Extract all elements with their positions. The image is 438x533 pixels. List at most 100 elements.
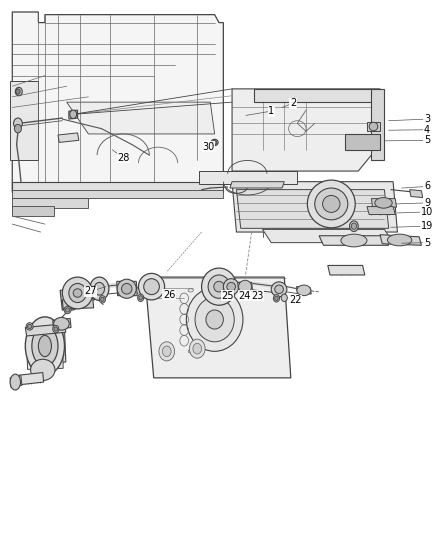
Ellipse shape <box>239 280 252 293</box>
Polygon shape <box>12 190 223 198</box>
Ellipse shape <box>94 282 105 295</box>
Ellipse shape <box>15 87 22 96</box>
Polygon shape <box>254 89 380 102</box>
Polygon shape <box>10 81 39 160</box>
Ellipse shape <box>341 234 367 247</box>
Ellipse shape <box>350 221 358 231</box>
Ellipse shape <box>139 296 142 300</box>
Text: 24: 24 <box>238 290 251 301</box>
Ellipse shape <box>53 317 69 330</box>
Ellipse shape <box>39 335 51 357</box>
Polygon shape <box>69 110 78 119</box>
Polygon shape <box>53 318 71 329</box>
Ellipse shape <box>99 296 106 303</box>
Text: 4: 4 <box>424 125 430 135</box>
Ellipse shape <box>208 275 230 298</box>
Text: 3: 3 <box>424 114 430 124</box>
Polygon shape <box>319 236 389 245</box>
Polygon shape <box>237 190 389 228</box>
Text: 10: 10 <box>421 207 433 217</box>
Ellipse shape <box>201 268 237 305</box>
Polygon shape <box>25 324 66 336</box>
Text: 30: 30 <box>202 142 214 152</box>
Ellipse shape <box>90 277 109 301</box>
Ellipse shape <box>189 339 205 358</box>
Text: 9: 9 <box>424 198 430 208</box>
Ellipse shape <box>351 223 357 229</box>
Ellipse shape <box>14 124 21 133</box>
Ellipse shape <box>211 139 218 146</box>
Polygon shape <box>62 298 94 309</box>
Polygon shape <box>371 199 396 207</box>
Text: 5: 5 <box>424 135 430 146</box>
Ellipse shape <box>101 297 104 302</box>
Ellipse shape <box>117 279 136 298</box>
Ellipse shape <box>214 281 224 292</box>
Ellipse shape <box>375 198 392 208</box>
Polygon shape <box>328 265 365 275</box>
Polygon shape <box>199 171 297 184</box>
Text: 1: 1 <box>268 106 274 116</box>
Polygon shape <box>67 102 215 134</box>
Text: 27: 27 <box>85 286 97 296</box>
Ellipse shape <box>32 326 58 366</box>
Ellipse shape <box>273 295 279 302</box>
Text: 19: 19 <box>421 221 433 231</box>
Polygon shape <box>12 12 223 192</box>
Ellipse shape <box>138 273 165 300</box>
Ellipse shape <box>62 277 93 309</box>
Ellipse shape <box>10 374 21 390</box>
Polygon shape <box>297 287 311 294</box>
Ellipse shape <box>212 140 217 144</box>
Polygon shape <box>215 282 246 290</box>
Ellipse shape <box>54 320 61 327</box>
Polygon shape <box>12 182 223 192</box>
Ellipse shape <box>25 317 64 375</box>
Ellipse shape <box>275 285 283 294</box>
Ellipse shape <box>223 279 239 295</box>
Polygon shape <box>367 122 380 131</box>
Ellipse shape <box>65 308 70 312</box>
Polygon shape <box>28 329 66 368</box>
Ellipse shape <box>162 346 171 357</box>
Polygon shape <box>12 198 88 208</box>
Ellipse shape <box>281 294 287 302</box>
Ellipse shape <box>73 289 82 297</box>
Polygon shape <box>232 182 397 232</box>
Ellipse shape <box>297 285 311 296</box>
Ellipse shape <box>70 110 77 118</box>
Polygon shape <box>19 373 44 385</box>
Ellipse shape <box>69 284 86 303</box>
Ellipse shape <box>322 196 340 213</box>
Ellipse shape <box>53 325 59 333</box>
Polygon shape <box>232 89 380 171</box>
Text: 2: 2 <box>290 98 296 108</box>
Text: 26: 26 <box>163 289 175 300</box>
Ellipse shape <box>307 180 355 228</box>
Ellipse shape <box>144 279 159 295</box>
Polygon shape <box>145 277 291 378</box>
Ellipse shape <box>31 359 55 381</box>
Ellipse shape <box>193 343 201 354</box>
Polygon shape <box>12 206 53 216</box>
Ellipse shape <box>206 310 223 329</box>
Ellipse shape <box>227 282 236 291</box>
Ellipse shape <box>315 188 348 220</box>
Ellipse shape <box>271 282 287 297</box>
Ellipse shape <box>121 284 132 294</box>
Text: 6: 6 <box>424 181 430 191</box>
Ellipse shape <box>186 288 243 351</box>
Polygon shape <box>117 281 137 296</box>
Polygon shape <box>371 89 385 160</box>
Polygon shape <box>238 282 253 291</box>
Polygon shape <box>230 182 284 188</box>
Text: 22: 22 <box>289 295 301 305</box>
Polygon shape <box>10 376 22 387</box>
Ellipse shape <box>388 234 412 246</box>
Polygon shape <box>27 335 63 369</box>
Text: 5: 5 <box>424 238 430 248</box>
Ellipse shape <box>138 294 144 302</box>
Polygon shape <box>367 207 395 215</box>
Ellipse shape <box>26 322 33 330</box>
Ellipse shape <box>195 297 234 342</box>
